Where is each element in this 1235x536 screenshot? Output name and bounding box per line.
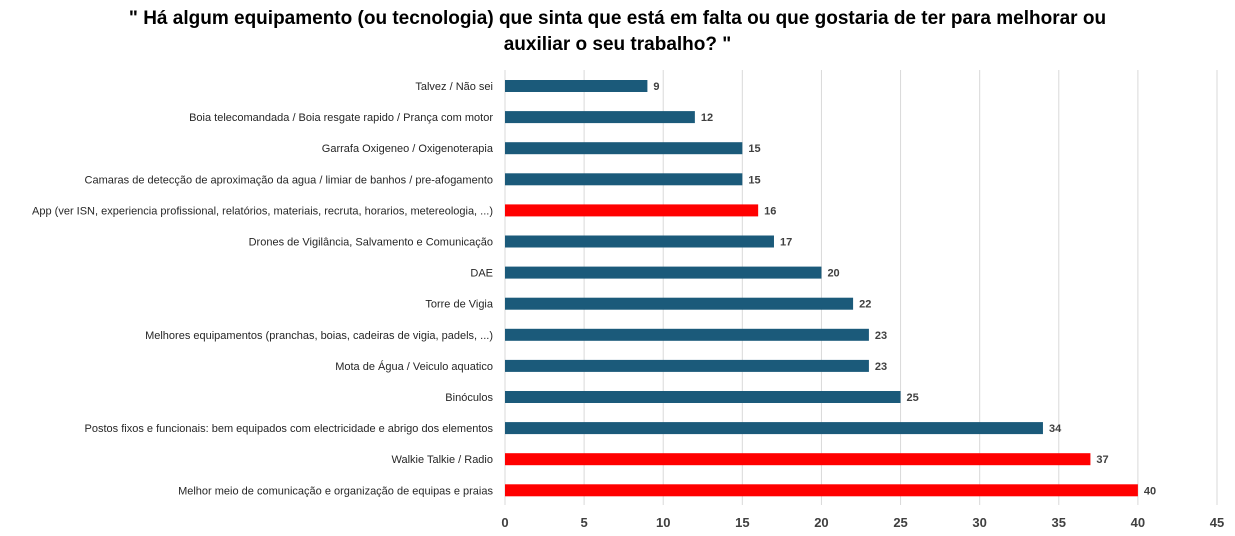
data-label: 37 (1096, 454, 1108, 466)
bar (505, 142, 743, 155)
bar (505, 391, 901, 403)
x-tick-label: 20 (814, 515, 828, 530)
value-labels: 9 12 15 15 16 17 20 22 23 23 25 34 37 40 (653, 81, 1156, 497)
x-axis-ticks: 0 5 10 15 20 25 30 35 40 45 (501, 515, 1224, 530)
chart-title: " Há algum equipamento (ou tecnologia) q… (0, 6, 1235, 58)
category-label: Talvez / Não sei (415, 81, 493, 93)
data-label: 17 (780, 237, 792, 249)
x-tick-label: 45 (1210, 515, 1224, 530)
x-tick-label: 30 (972, 515, 986, 530)
bar (505, 204, 759, 217)
category-label: Boia telecomandada / Boia resgate rapido… (189, 112, 493, 124)
bars (505, 80, 1138, 497)
data-label: 16 (764, 205, 776, 217)
category-label: Postos fixos e funcionais: bem equipados… (85, 423, 494, 435)
data-label: 15 (748, 143, 760, 155)
category-label: Camaras de detecção de aproximação da ag… (85, 174, 493, 186)
x-tick-label: 35 (1052, 515, 1066, 530)
category-label: Binóculos (445, 392, 493, 404)
x-tick-label: 40 (1131, 515, 1145, 530)
x-tick-label: 5 (580, 515, 587, 530)
x-tick-label: 25 (893, 515, 907, 530)
category-label: App (ver ISN, experiencia profissional, … (32, 205, 493, 217)
data-label: 40 (1144, 485, 1156, 497)
chart-title-line-1: " Há algum equipamento (ou tecnologia) q… (128, 8, 1107, 29)
category-label: Melhores equipamentos (pranchas, boias, … (145, 330, 493, 342)
chart-title-line-2: auxiliar o seu trabalho? " (503, 34, 732, 55)
x-tick-label: 15 (735, 515, 749, 530)
bar (505, 297, 854, 310)
category-label: Drones de Vigilância, Salvamento e Comun… (249, 237, 493, 249)
bar (505, 80, 648, 92)
bar (505, 328, 869, 341)
bar (505, 173, 743, 186)
gridlines (504, 70, 1218, 505)
data-label: 34 (1049, 423, 1062, 435)
bar (505, 484, 1138, 497)
category-label: DAE (470, 268, 493, 280)
category-label: Melhor meio de comunicação e organização… (178, 485, 493, 497)
category-labels: Talvez / Não sei Boia telecomandada / Boi… (32, 81, 494, 497)
data-label: 9 (653, 81, 659, 93)
bar (505, 422, 1043, 435)
bar (505, 235, 774, 248)
category-label: Garrafa Oxigeneo / Oxigenoterapia (322, 143, 494, 155)
data-label: 20 (827, 268, 839, 280)
x-tick-label: 0 (501, 515, 508, 530)
x-tick-label: 10 (656, 515, 670, 530)
data-label: 15 (748, 174, 760, 186)
category-label: Mota de Água / Veiculo aquatico (335, 360, 493, 373)
data-label: 12 (701, 112, 713, 124)
data-label: 23 (875, 361, 887, 373)
data-label: 23 (875, 330, 887, 342)
category-label: Walkie Talkie / Radio (392, 454, 494, 466)
bar (505, 453, 1091, 466)
category-label: Torre de Vigia (425, 299, 494, 311)
data-label: 25 (907, 392, 919, 404)
data-label: 22 (859, 299, 871, 311)
bar (505, 111, 695, 124)
bar (505, 359, 869, 372)
bar (505, 266, 822, 279)
